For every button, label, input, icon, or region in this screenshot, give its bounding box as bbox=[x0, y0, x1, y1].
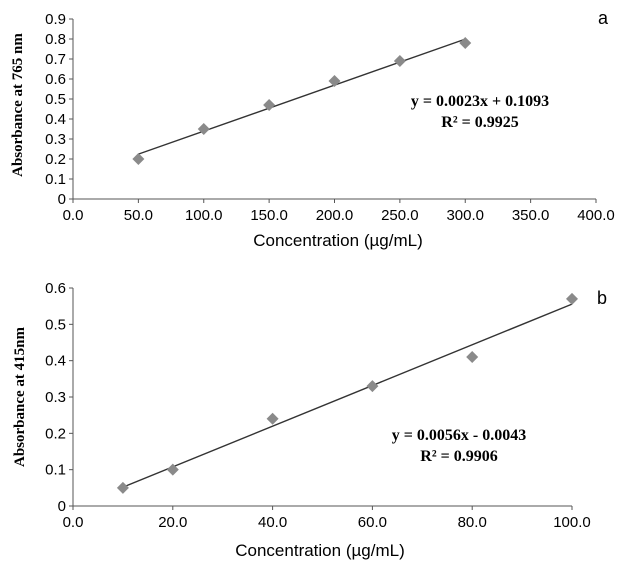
y-tick-label-a: 0.9 bbox=[45, 11, 66, 28]
data-point-b bbox=[466, 351, 479, 364]
data-point-a bbox=[263, 99, 276, 111]
data-point-a bbox=[197, 123, 210, 135]
x-tick-label-a: 350.0 bbox=[512, 207, 550, 224]
data-point-b bbox=[266, 412, 279, 425]
x-axis-label-a: Concentration (µg/mL) bbox=[253, 231, 422, 250]
data-point-b bbox=[566, 292, 578, 305]
y-tick-label-a: 0.6 bbox=[45, 71, 66, 88]
x-tick-label-b: 20.0 bbox=[158, 514, 187, 531]
y-tick-label-a: 0.4 bbox=[45, 111, 66, 128]
y-tick-label-b: 0.5 bbox=[45, 316, 66, 333]
data-point-a bbox=[393, 55, 406, 67]
y-tick-label-b: 0.1 bbox=[45, 462, 66, 479]
y-tick-label-a: 0.2 bbox=[45, 151, 66, 168]
x-tick-label-a: 50.0 bbox=[124, 207, 153, 224]
y-tick-label-b: 0.6 bbox=[45, 280, 66, 297]
x-tick-label-b: 100.0 bbox=[553, 514, 591, 531]
y-tick-label-b: 0 bbox=[58, 498, 66, 515]
y-tick-label-b: 0.3 bbox=[45, 389, 66, 406]
y-tick-label-a: 0.7 bbox=[45, 51, 66, 68]
y-tick-label-a: 0.8 bbox=[45, 31, 66, 48]
data-point-a bbox=[132, 153, 145, 165]
trendline-b bbox=[122, 303, 573, 488]
x-tick-label-b: 0.0 bbox=[63, 514, 84, 531]
y-tick-label-b: 0.4 bbox=[45, 353, 66, 370]
y-tick-label-a: 0.1 bbox=[45, 171, 66, 188]
y-axis-label-a: Absorbance at 765 nm bbox=[10, 33, 26, 177]
data-point-a bbox=[459, 37, 472, 49]
chart-panel-b: b Absorbance at 415nm Concentration (µg/… bbox=[12, 280, 607, 560]
data-point-b bbox=[116, 481, 129, 494]
y-axis-label-b: Absorbance at 415nm bbox=[12, 327, 28, 468]
y-tick-label-a: 0.3 bbox=[45, 131, 66, 148]
trendline-a bbox=[138, 38, 466, 155]
x-tick-label-a: 300.0 bbox=[446, 207, 484, 224]
trendline-equation-b: y = 0.0056x - 0.0043 bbox=[392, 427, 526, 444]
y-tick-label-a: 0 bbox=[58, 191, 66, 208]
x-tick-label-b: 40.0 bbox=[258, 514, 287, 531]
x-tick-label-a: 400.0 bbox=[577, 207, 615, 224]
x-tick-label-b: 80.0 bbox=[458, 514, 487, 531]
x-tick-label-a: 250.0 bbox=[381, 207, 419, 224]
y-tick-label-b: 0.2 bbox=[45, 425, 66, 442]
data-point-a bbox=[328, 75, 341, 87]
x-tick-label-a: 0.0 bbox=[63, 207, 84, 224]
trendline-equation-a: y = 0.0023x + 0.1093 bbox=[411, 93, 549, 110]
r-squared-b: R² = 0.9906 bbox=[420, 448, 497, 465]
x-axis-label-b: Concentration (µg/mL) bbox=[235, 541, 404, 560]
x-tick-label-a: 150.0 bbox=[250, 207, 288, 224]
x-tick-label-b: 60.0 bbox=[358, 514, 387, 531]
chart-panel-a: a Absorbance at 765 nm Concentration (µg… bbox=[10, 8, 615, 250]
data-point-b bbox=[166, 463, 179, 476]
panel-label-b: b bbox=[597, 288, 607, 308]
x-tick-label-a: 200.0 bbox=[316, 207, 354, 224]
y-tick-label-a: 0.5 bbox=[45, 91, 66, 108]
data-point-b bbox=[366, 380, 379, 393]
panel-label-a: a bbox=[598, 8, 609, 28]
r-squared-a: R² = 0.9925 bbox=[441, 114, 518, 131]
x-tick-label-a: 100.0 bbox=[185, 207, 223, 224]
